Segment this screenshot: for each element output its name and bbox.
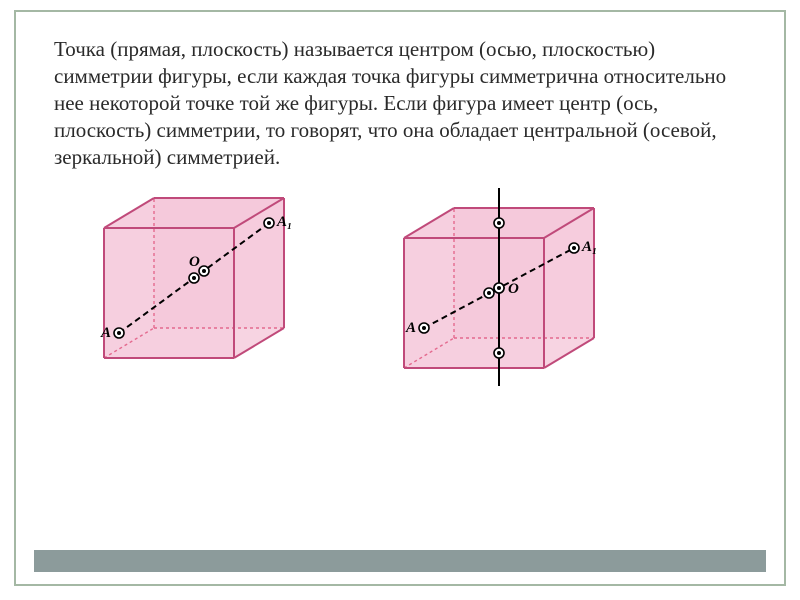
slide-frame: Точка (прямая, плоскость) называется цен… <box>14 10 786 586</box>
diagram-axis-symmetry: A O A₁ <box>374 188 624 388</box>
diagram-center-symmetry: A O A₁ <box>84 188 314 388</box>
definition-text: Точка (прямая, плоскость) называется цен… <box>54 36 746 170</box>
cube-svg-2: A O A₁ <box>374 188 624 388</box>
svg-text:A: A <box>100 325 111 341</box>
cube-svg-1: A O A₁ <box>84 188 314 378</box>
svg-text:O: O <box>189 254 200 270</box>
svg-text:A₁: A₁ <box>581 239 597 255</box>
svg-text:O: O <box>508 281 519 297</box>
svg-text:A₁: A₁ <box>276 214 292 230</box>
footer-bar <box>34 550 766 572</box>
svg-text:A: A <box>405 320 416 336</box>
diagrams-row: A O A₁ A O A₁ <box>54 188 746 388</box>
